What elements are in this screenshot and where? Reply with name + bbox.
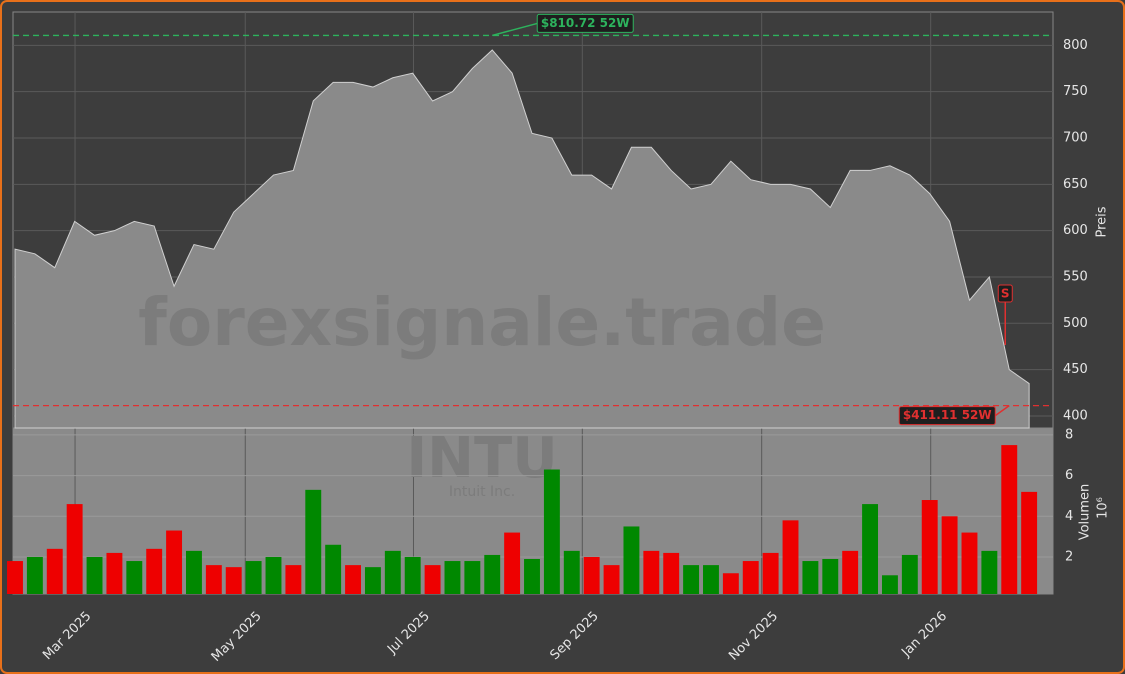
y-axis-unit: 10⁶ [1096,497,1111,519]
y-tick-label: 550 [1063,269,1088,284]
volume-bar [663,552,680,594]
volume-bar [543,469,560,594]
y-tick-label: 6 [1065,468,1073,483]
volume-bar [404,556,421,594]
volume-bar [842,550,859,594]
annotation-label: $810.72 52W [541,16,630,30]
volume-bar [265,556,282,594]
volume-bar [603,565,620,594]
volume-bar [364,567,381,594]
volume-bar [524,559,540,594]
volume-bar [623,526,640,594]
annotation-box [898,406,996,426]
volume-bar [146,548,163,594]
y-tick-label: 750 [1063,84,1088,99]
volume-bar [683,565,700,594]
volume-bar [782,520,799,594]
annotation-box [536,13,634,33]
volume-bar [424,565,441,594]
volume-bar [26,556,43,594]
volume-bar [583,556,600,594]
annotation-label: $411.11 52W [903,408,992,422]
volume-bar [325,544,342,594]
y-tick-label: 800 [1063,38,1088,53]
volume-bar [762,552,779,594]
volume-bar [205,565,222,594]
y-tick-label: 600 [1063,223,1088,238]
watermark: INTU [406,426,557,491]
volume-bar [643,550,660,594]
volume-bar [186,550,202,594]
volume-bar [384,550,401,594]
price-area [14,49,1030,429]
volume-bar [862,504,879,594]
y-axis-label: Preis [1095,206,1110,237]
volume-bar [305,489,322,594]
volume-bar [245,561,262,594]
annotation-arrow [492,22,538,37]
volume-bar [802,561,819,594]
volume-bar [703,565,719,594]
y-tick-label: 4 [1065,509,1073,524]
y-tick-label: 8 [1065,427,1073,442]
y-tick-label: 400 [1063,408,1088,423]
volume-bar [484,554,501,594]
volume-bar [961,532,978,594]
volume-bar [921,500,938,594]
volume-bar [7,561,23,594]
volume-bar [166,530,183,594]
y-tick-label: 500 [1063,316,1088,331]
volume-bar [901,554,918,594]
volume-bar [722,573,739,594]
volume-bar [981,550,998,594]
volume-bar [46,548,63,594]
y-axis-label: Volumen [1078,484,1093,541]
volume-bar [881,575,898,594]
volume-bar [444,561,461,594]
volume-bar [225,567,242,594]
volume-bar [345,565,361,594]
volume-bar [126,561,143,594]
y-tick-label: 2 [1065,549,1073,564]
y-tick-label: 650 [1063,177,1088,192]
volume-bar [86,556,103,594]
signal-label: S [1001,287,1010,301]
volume-bar [66,504,83,594]
volume-bar [504,532,521,594]
volume-bar [285,565,302,594]
signal-box [997,284,1013,303]
annotation-arrow [994,405,1010,417]
volume-bar [822,559,839,594]
volume-bar [1021,491,1038,594]
y-tick-label: 450 [1063,362,1088,377]
volume-bar [464,561,481,594]
y-tick-label: 700 [1063,131,1088,146]
watermark: Intuit Inc. [449,484,515,500]
volume-bar [563,550,580,594]
watermark: forexsignale.trade [138,284,826,361]
volume-bar [742,561,759,594]
volume-bar [106,552,123,594]
volume-bar [1001,445,1018,594]
volume-bar [941,516,958,594]
